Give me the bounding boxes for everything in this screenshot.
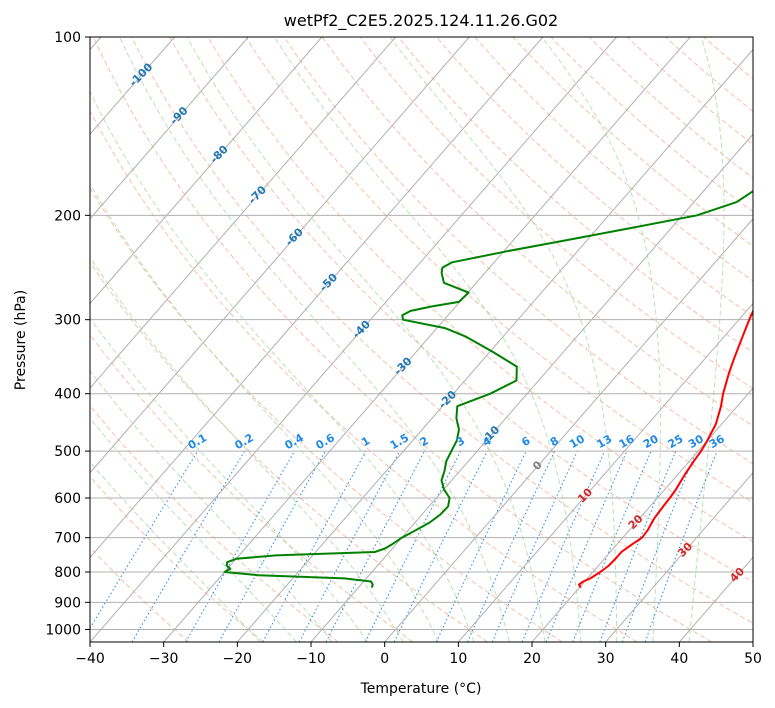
dry-adiabat: [474, 37, 753, 282]
mixing-ratio-line: [521, 450, 606, 642]
moist-adiabat: [90, 90, 475, 642]
isotherm-line: [605, 471, 753, 642]
dry-adiabat: [207, 37, 753, 543]
mixing-ratio-line: [599, 450, 677, 642]
moist-adiabat: [90, 317, 369, 642]
x-tick-label: 50: [744, 651, 762, 667]
y-tick-label: 800: [54, 565, 81, 581]
dry-adiabat: [131, 37, 753, 624]
x-axis-title: Temperature (°C): [360, 681, 482, 697]
dry-adiabat: [90, 110, 638, 642]
mixing-ratio-line: [545, 450, 628, 642]
isotherm-line: [90, 37, 249, 220]
mixing-ratio-line: [364, 450, 462, 642]
mixing-ratio-line: [644, 450, 718, 642]
x-tick-label: 30: [597, 651, 615, 667]
x-tick-label: −20: [223, 651, 253, 667]
isotherm-line: [90, 37, 470, 474]
moist-adiabat: [119, 37, 510, 642]
moist-adiabat: [90, 256, 404, 642]
mixing-ratio-line: [298, 450, 401, 642]
mixing-ratio-line: [621, 450, 697, 642]
moist-adiabat: [541, 37, 661, 642]
x-tick-label: 40: [670, 651, 688, 667]
mixing-ratio-line: [90, 450, 199, 630]
isotherm-line: [90, 37, 617, 642]
dry-adiabat: [169, 37, 753, 583]
moist-adiabat: [186, 37, 546, 642]
y-tick-label: 400: [54, 387, 81, 403]
dry-adiabat: [398, 37, 753, 353]
moist-adiabat: [90, 370, 333, 642]
temperature-profile: [578, 308, 753, 589]
dewpoint-profile: [223, 189, 753, 588]
y-tick-label: 900: [54, 595, 81, 611]
y-tick-label: 100: [54, 30, 81, 46]
moist-adiabat: [90, 461, 261, 642]
isotherm-line: [90, 37, 323, 305]
x-tick-label: 20: [523, 651, 541, 667]
y-tick-label: 600: [54, 491, 81, 507]
mixing-ratio-line: [218, 450, 326, 642]
isotherm-line: [531, 387, 753, 642]
axes: −40 −30 −20 −10 0 10 20 30 40 50 100 200 300 400 500 60…: [45, 30, 762, 667]
x-tick-label: −30: [149, 651, 179, 667]
dry-adiabat: [245, 37, 753, 503]
isotherm-line: [90, 37, 396, 389]
moist-adiabat: [90, 417, 297, 642]
y-axis-title: Pressure (hPa): [13, 290, 29, 390]
moist-adiabat: [688, 37, 725, 642]
isotherm-line: [752, 641, 753, 642]
dry-adiabat: [360, 37, 753, 390]
moist-adiabat: [90, 182, 439, 642]
isotherm-line: [163, 37, 691, 642]
y-tick-label: 1000: [45, 622, 81, 638]
x-tick-label: 10: [449, 651, 467, 667]
isotherm-line: [310, 133, 753, 642]
x-tick-label: 0: [380, 651, 389, 667]
plot-frame: [89, 36, 754, 643]
isotherm-line: [236, 48, 753, 642]
y-tick-label: 300: [54, 313, 81, 329]
isotherm-line: [384, 218, 753, 642]
chart-title: wetPf2_C2E5.2025.124.11.26.G02: [284, 11, 558, 31]
y-tick-label: 200: [54, 208, 81, 224]
isotherm-line: [457, 302, 753, 642]
dry-adiabat: [92, 37, 712, 642]
mixing-ratio-line: [572, 450, 652, 642]
plot-background: [90, 37, 753, 642]
dry-adiabat: [626, 37, 753, 146]
dry-adiabat: [321, 37, 753, 427]
y-tick-label: 700: [54, 531, 81, 547]
x-tick-label: −40: [75, 651, 105, 667]
mixing-ratio-line: [262, 450, 367, 642]
dry-adiabat: [588, 37, 753, 179]
dry-adiabat: [90, 333, 414, 642]
isotherm-line: [90, 37, 544, 559]
profile-lines: [223, 189, 753, 589]
dry-adiabat: [512, 37, 753, 247]
dry-adiabat: [436, 37, 753, 317]
x-tick-label: −10: [296, 651, 326, 667]
y-tick-label: 500: [54, 444, 81, 460]
